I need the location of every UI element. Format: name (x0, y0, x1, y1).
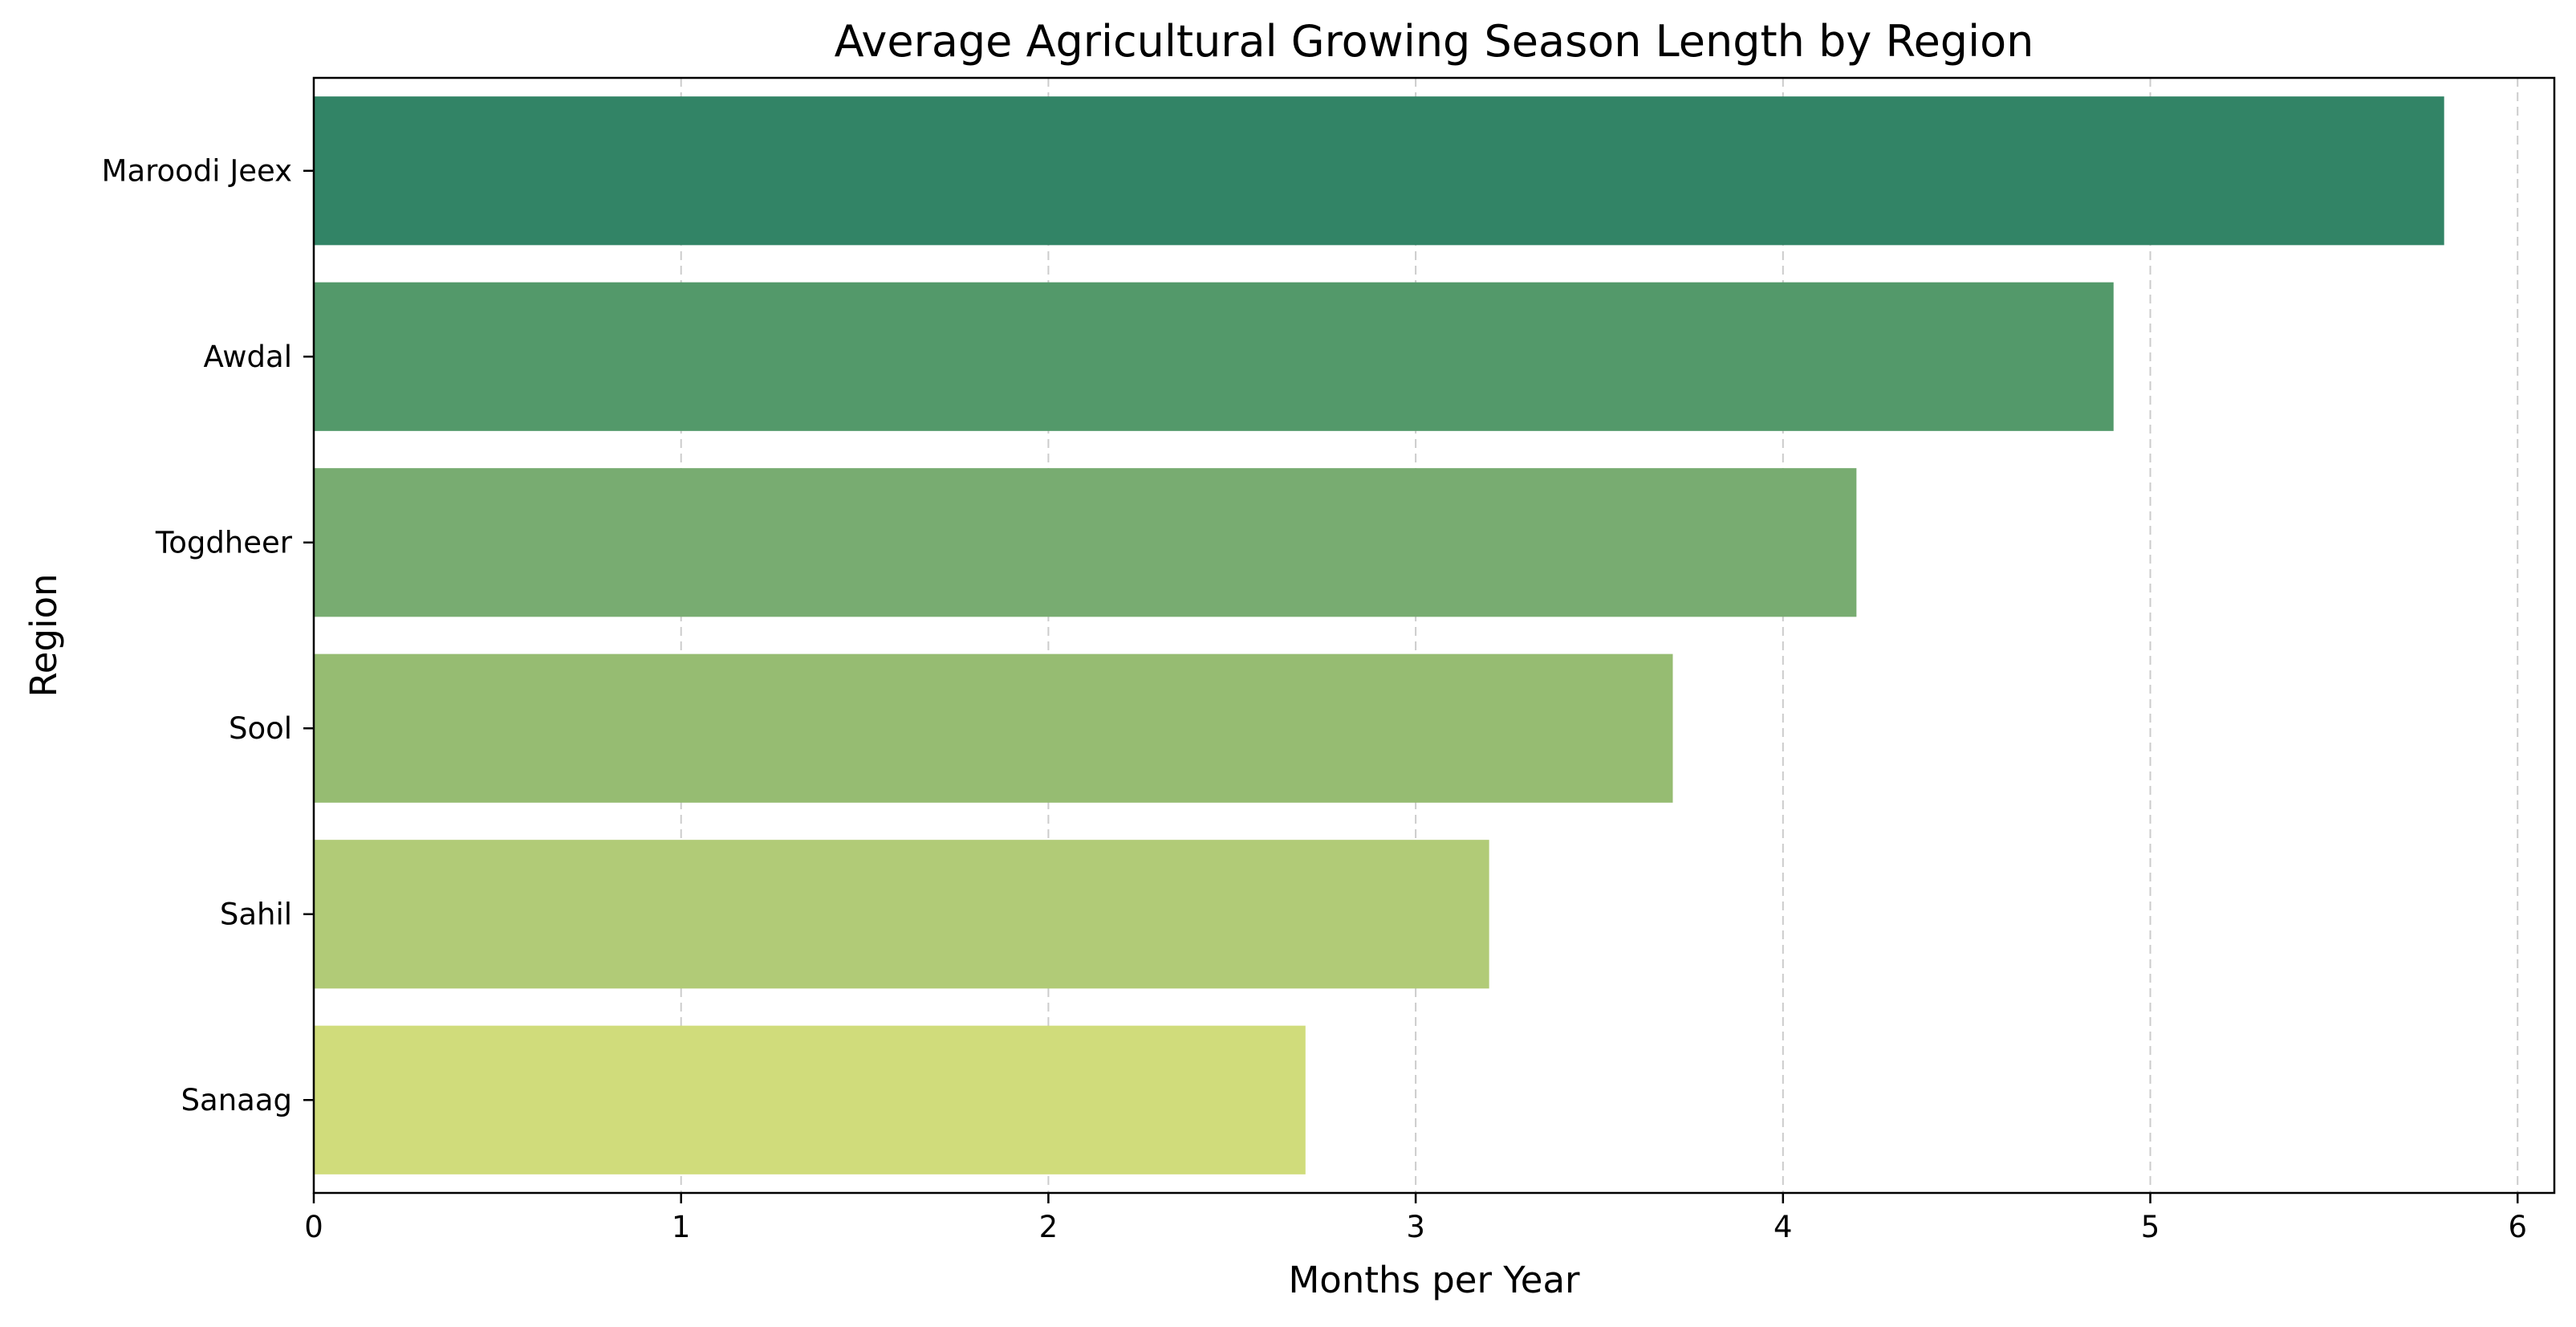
y-axis-label: Region (22, 573, 65, 697)
y-axis-ticks: Maroodi Jeex Awdal Togdheer Sool Sahil Sanaag (102, 153, 314, 1117)
bar (314, 468, 1857, 617)
x-tick-label: 2 (1039, 1210, 1058, 1244)
x-axis-label: Months per Year (1288, 1259, 1580, 1301)
x-tick-label: 1 (672, 1210, 691, 1244)
bars (314, 96, 2444, 1174)
y-tick-label: Awdal (203, 340, 292, 374)
plot-frame (312, 76, 2556, 1195)
x-tick-label: 5 (2141, 1210, 2160, 1244)
bar (314, 282, 2114, 431)
y-tick-label: Sool (229, 711, 292, 746)
bar (314, 653, 1673, 803)
x-tick-label: 3 (1406, 1210, 1425, 1244)
y-tick-label: Togdheer (155, 525, 293, 560)
y-tick-label: Sanaag (181, 1083, 292, 1117)
grid-lines (680, 78, 2519, 1193)
y-tick-label: Maroodi Jeex (102, 153, 292, 188)
x-tick-label: 6 (2508, 1210, 2527, 1244)
y-tick-label: Sahil (220, 897, 292, 931)
bar (314, 1025, 1306, 1174)
x-axis-ticks: 0 1 2 3 4 5 6 (304, 1193, 2527, 1244)
bar (314, 840, 1489, 989)
bar (314, 96, 2444, 246)
x-tick-label: 0 (304, 1210, 323, 1244)
chart-title: Average Agricultural Growing Season Leng… (835, 16, 2034, 67)
x-tick-label: 4 (1774, 1210, 1793, 1244)
